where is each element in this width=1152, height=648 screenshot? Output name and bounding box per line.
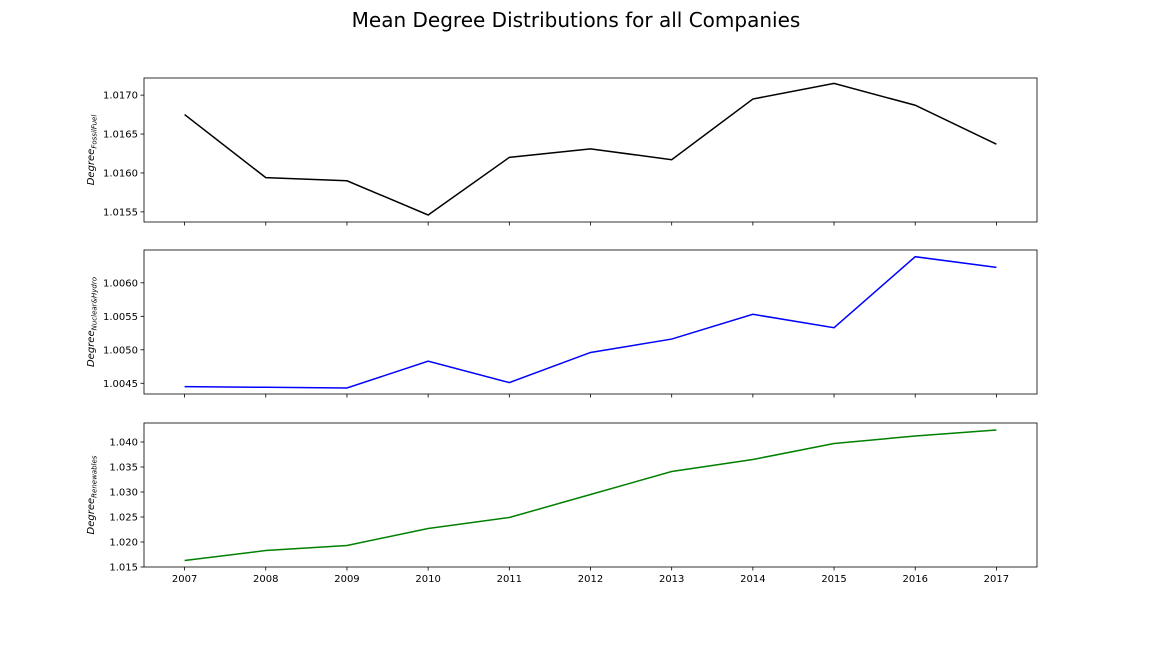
x-tick-label: 2016 — [903, 574, 928, 585]
series-line-2 — [184, 255, 997, 389]
y-axis-label-base: Degree — [86, 498, 97, 535]
y-tick-label: 1.040 — [109, 438, 138, 449]
x-tick-label: 2009 — [334, 574, 359, 585]
y-tick-label: 1.0055 — [103, 312, 138, 323]
x-tick-label: 2013 — [659, 574, 684, 585]
series-line-1 — [184, 82, 997, 216]
y-axis-label-subscript: Renewables — [91, 455, 99, 498]
y-tick-label: 1.035 — [109, 463, 138, 474]
y-tick-label: 1.0060 — [103, 278, 138, 289]
x-tick-label: 2014 — [740, 574, 765, 585]
x-tick-label: 2011 — [497, 574, 522, 585]
y-tick-label: 1.0050 — [103, 345, 138, 356]
y-tick-label: 1.030 — [109, 488, 138, 499]
y-axis-label-1: DegreeFossilFuel — [86, 115, 99, 186]
x-tick-label: 2008 — [253, 574, 278, 585]
y-tick-label: 1.0165 — [103, 130, 138, 141]
x-tick-label: 2007 — [172, 574, 197, 585]
y-axis-label-3: DegreeRenewables — [86, 455, 99, 534]
y-axis-label-base: Degree — [86, 330, 97, 367]
subplot-2: 1.0045 1.0050 1.0055 1.0060 DegreeNuclear&Hy… — [86, 249, 1038, 398]
y-axis-label-subscript: Nuclear&Hydro — [91, 277, 99, 330]
x-tick-label: 2010 — [415, 574, 440, 585]
x-tick-label: 2012 — [578, 574, 603, 585]
y-axis-label-subscript: FossilFuel — [91, 115, 99, 149]
y-tick-label: 1.0155 — [103, 207, 138, 218]
subplot-3: 1.015 1.020 1.025 1.030 1.035 1.040 2007 2008 20… — [86, 422, 1038, 585]
axes-frame-1 — [143, 77, 1038, 223]
chart-title: Mean Degree Distributions for all Compan… — [351, 8, 801, 32]
y-tick-label: 1.015 — [109, 563, 138, 574]
y-tick-label: 1.0045 — [103, 379, 138, 390]
x-tick-label: 2015 — [821, 574, 846, 585]
y-axis-label-base: Degree — [86, 149, 97, 186]
y-tick-label: 1.0160 — [103, 168, 138, 179]
axes-frame-2 — [143, 249, 1038, 395]
y-tick-label: 1.020 — [109, 538, 138, 549]
x-tick-label: 2017 — [984, 574, 1009, 585]
series-line-3 — [184, 429, 997, 562]
y-tick-label: 1.0170 — [103, 91, 138, 102]
y-tick-label: 1.025 — [109, 513, 138, 524]
subplot-1: 1.0155 1.0160 1.0165 1.0170 DegreeFossilFuel — [86, 77, 1038, 226]
y-axis-label-2: DegreeNuclear&Hydro — [86, 277, 99, 367]
